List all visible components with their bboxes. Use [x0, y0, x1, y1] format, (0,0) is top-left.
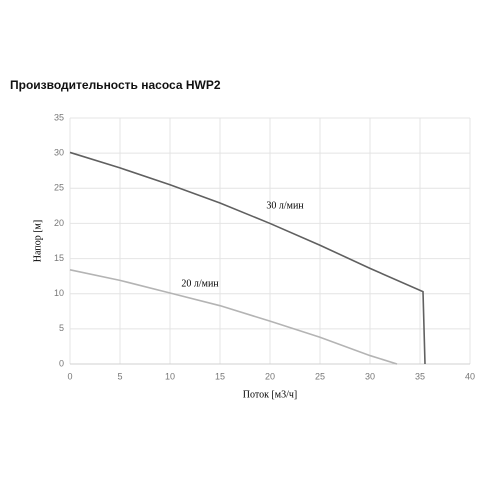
y-tick-label: 35 — [54, 112, 64, 122]
series-label: 30 л/мин — [266, 200, 304, 211]
x-tick-label: 10 — [165, 371, 175, 381]
x-tick-label: 5 — [117, 371, 122, 381]
y-tick-label: 30 — [54, 148, 64, 158]
x-tick-label: 15 — [215, 371, 225, 381]
x-tick-label: 35 — [415, 371, 425, 381]
y-tick-label: 25 — [54, 183, 64, 193]
y-tick-label: 0 — [59, 358, 64, 368]
x-tick-label: 20 — [265, 371, 275, 381]
series-line — [69, 269, 398, 365]
y-tick-label: 10 — [54, 288, 64, 298]
x-tick-label: 40 — [465, 371, 475, 381]
y-tick-label: 5 — [59, 323, 64, 333]
y-tick-label: 20 — [54, 218, 64, 228]
series-line — [69, 151, 426, 365]
series-label: 20 л/мин — [181, 278, 219, 289]
chart-title: Производительность насоса HWP2 — [10, 78, 221, 92]
x-tick-label: 30 — [365, 371, 375, 381]
y-tick-label: 15 — [54, 253, 64, 263]
y-axis-label: Напор [м] — [32, 220, 43, 262]
x-axis-label: Поток [м3/ч] — [243, 389, 297, 400]
x-tick-label: 0 — [67, 371, 72, 381]
x-tick-label: 25 — [315, 371, 325, 381]
